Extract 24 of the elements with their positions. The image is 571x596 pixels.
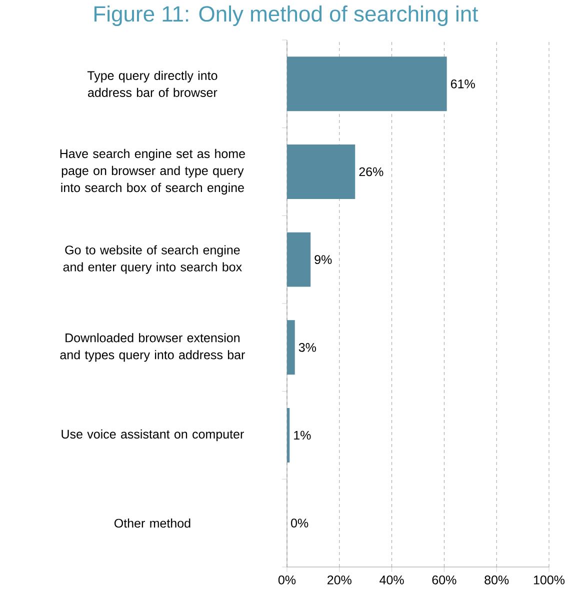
data-label: 3% bbox=[298, 342, 316, 352]
bar bbox=[287, 232, 311, 287]
chart-title: Figure 11: Only method of searching int bbox=[94, 6, 478, 26]
y-tick-label: Other method bbox=[114, 518, 190, 528]
bar bbox=[287, 408, 290, 462]
x-tick-label: 40% bbox=[380, 576, 404, 584]
data-label: 26% bbox=[359, 167, 384, 176]
bar bbox=[287, 56, 447, 112]
x-tick-label: 80% bbox=[484, 576, 509, 584]
y-tick-label: Type query directly into address bar of browser bbox=[87, 70, 218, 98]
x-tick-label: 20% bbox=[328, 576, 352, 584]
data-label: 9% bbox=[314, 255, 332, 264]
data-label: 0% bbox=[291, 518, 308, 528]
y-tick-label: Go to website of search engine and enter query into search box bbox=[63, 245, 242, 274]
data-label: 61% bbox=[450, 79, 475, 88]
x-tick-label: 100% bbox=[534, 576, 565, 584]
bar bbox=[287, 320, 295, 375]
y-tick-label: Downloaded browser extension and types query into address bar bbox=[60, 333, 245, 362]
y-tick-label: Use voice assistant on computer bbox=[62, 429, 244, 442]
bar bbox=[287, 144, 356, 199]
x-tick-label: 60% bbox=[432, 576, 456, 584]
data-label: 1% bbox=[294, 430, 311, 440]
y-tick-label: Have search engine set as home page on browser and type query into search box of search engine bbox=[60, 148, 245, 195]
x-tick-label: 0% bbox=[278, 576, 296, 584]
